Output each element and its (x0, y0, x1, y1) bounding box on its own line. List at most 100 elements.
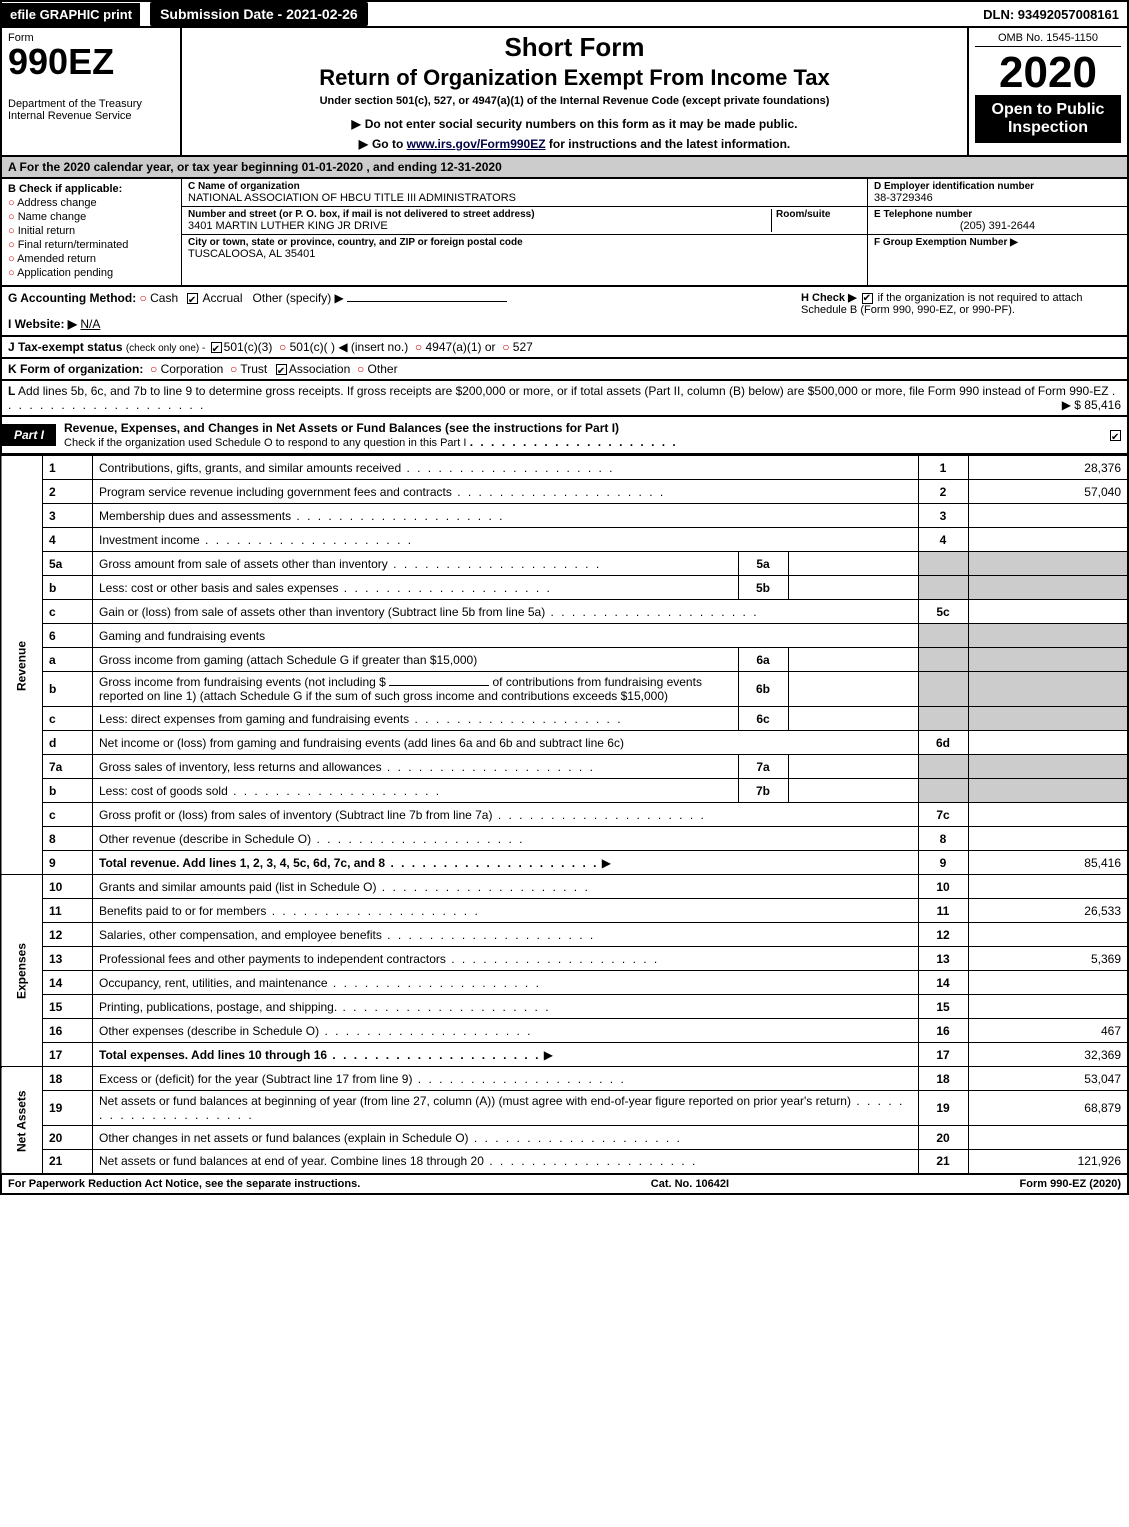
l5b-subval (788, 576, 918, 600)
k-assoc-check[interactable] (276, 364, 287, 375)
l5a-subval (788, 552, 918, 576)
l20-amt (968, 1126, 1128, 1150)
g-other: Other (specify) ▶ (253, 291, 344, 305)
goto-post: for instructions and the latest informat… (546, 137, 791, 151)
l15-num: 15 (43, 995, 93, 1019)
l12-amt (968, 923, 1128, 947)
row-1: Revenue 1 Contributions, gifts, grants, … (1, 456, 1128, 480)
l7b-shade (918, 779, 968, 803)
ssn-warning: Do not enter social security numbers on … (188, 117, 961, 131)
l6c-amt-shade (968, 707, 1128, 731)
j-501c[interactable]: 501(c)( ) (279, 340, 335, 354)
short-form-title: Short Form (188, 32, 961, 63)
l4-num: 4 (43, 528, 93, 552)
irs-link[interactable]: www.irs.gov/Form990EZ (407, 137, 546, 151)
j-527[interactable]: 527 (502, 340, 533, 354)
g-accrual-check[interactable] (187, 293, 198, 304)
g-label: G Accounting Method: (8, 291, 136, 305)
row-7a: 7a Gross sales of inventory, less return… (1, 755, 1128, 779)
row-h: H Check ▶ if the organization is not req… (801, 291, 1121, 331)
section-bcd: B Check if applicable: Address change Na… (0, 179, 1129, 287)
c-street-label: Number and street (or P. O. box, if mail… (188, 209, 771, 220)
l13-desc: Professional fees and other payments to … (99, 952, 659, 966)
l17-amt: 32,369 (968, 1043, 1128, 1067)
l21-desc: Net assets or fund balances at end of ye… (99, 1154, 697, 1168)
l6-shade (918, 624, 968, 648)
g-cash[interactable]: Cash (140, 291, 179, 305)
l9-num: 9 (43, 851, 93, 875)
l13-rnum: 13 (918, 947, 968, 971)
l5b-shade (918, 576, 968, 600)
h-checkbox[interactable] (862, 293, 873, 304)
l1-amt: 28,376 (968, 456, 1128, 480)
chk-application-pending[interactable]: Application pending (8, 267, 175, 279)
k-corp[interactable]: Corporation (150, 362, 223, 376)
l6b-amt-shade (968, 672, 1128, 707)
row-5a: 5a Gross amount from sale of assets othe… (1, 552, 1128, 576)
l12-num: 12 (43, 923, 93, 947)
l7c-desc: Gross profit or (loss) from sales of inv… (99, 808, 706, 822)
chk-amended-return[interactable]: Amended return (8, 253, 175, 265)
row-20: 20 Other changes in net assets or fund b… (1, 1126, 1128, 1150)
l7b-amt-shade (968, 779, 1128, 803)
l8-desc: Other revenue (describe in Schedule O) (99, 832, 524, 846)
row-a-tax-year: A For the 2020 calendar year, or tax yea… (0, 157, 1129, 179)
j-4947[interactable]: 4947(a)(1) or (415, 340, 496, 354)
row-3: 3 Membership dues and assessments 3 (1, 504, 1128, 528)
l21-amt: 121,926 (968, 1150, 1128, 1174)
c-name-block: C Name of organization NATIONAL ASSOCIAT… (182, 179, 867, 207)
l6-num: 6 (43, 624, 93, 648)
part1-table: Revenue 1 Contributions, gifts, grants, … (0, 455, 1129, 1175)
l6c-shade (918, 707, 968, 731)
l7b-sub: 7b (738, 779, 788, 803)
org-street: 3401 MARTIN LUTHER KING JR DRIVE (188, 220, 771, 232)
row-4: 4 Investment income 4 (1, 528, 1128, 552)
l5b-amt-shade (968, 576, 1128, 600)
l8-num: 8 (43, 827, 93, 851)
l4-rnum: 4 (918, 528, 968, 552)
top-bar: efile GRAPHIC print Submission Date - 20… (0, 0, 1129, 28)
l6a-sub: 6a (738, 648, 788, 672)
chk-name-change[interactable]: Name change (8, 211, 175, 223)
chk-address-change[interactable]: Address change (8, 197, 175, 209)
l6b-desc1: Gross income from fundraising events (no… (99, 675, 386, 689)
l14-amt (968, 971, 1128, 995)
l3-desc: Membership dues and assessments (99, 509, 504, 523)
row-k: K Form of organization: Corporation Trus… (0, 359, 1129, 381)
part1-schedule-o-check[interactable] (1110, 430, 1121, 441)
l9-amt: 85,416 (968, 851, 1128, 875)
l-amount: ▶ $ 85,416 (1062, 398, 1121, 412)
l3-amt (968, 504, 1128, 528)
j-501c3-check[interactable] (211, 342, 222, 353)
arrow-icon (351, 117, 364, 131)
h-label: H Check ▶ (801, 292, 857, 304)
ein-value: 38-3729346 (874, 192, 1121, 204)
l14-num: 14 (43, 971, 93, 995)
l13-num: 13 (43, 947, 93, 971)
chk-initial-return[interactable]: Initial return (8, 225, 175, 237)
tax-year-large: 2020 (975, 51, 1121, 95)
row-7c: c Gross profit or (loss) from sales of i… (1, 803, 1128, 827)
chk-final-return[interactable]: Final return/terminated (8, 239, 175, 251)
k-trust[interactable]: Trust (230, 362, 267, 376)
g-accrual: Accrual (203, 291, 243, 305)
header-right: OMB No. 1545-1150 2020 Open to Public In… (967, 28, 1127, 155)
vlabel-expenses: Expenses (1, 875, 43, 1067)
l5a-sub: 5a (738, 552, 788, 576)
l19-rnum: 19 (918, 1091, 968, 1126)
row-6a: a Gross income from gaming (attach Sched… (1, 648, 1128, 672)
efile-print-label[interactable]: efile GRAPHIC print (2, 3, 140, 26)
l18-desc: Excess or (deficit) for the year (Subtra… (99, 1072, 626, 1086)
l7a-amt-shade (968, 755, 1128, 779)
org-name: NATIONAL ASSOCIATION OF HBCU TITLE III A… (188, 192, 861, 204)
l18-rnum: 18 (918, 1067, 968, 1091)
l7c-amt (968, 803, 1128, 827)
org-city: TUSCALOOSA, AL 35401 (188, 248, 861, 260)
row-11: 11 Benefits paid to or for members 11 26… (1, 899, 1128, 923)
k-other[interactable]: Other (357, 362, 398, 376)
l21-num: 21 (43, 1150, 93, 1174)
l7b-subval (788, 779, 918, 803)
l6a-subval (788, 648, 918, 672)
row-g: G Accounting Method: Cash Accrual Other … (8, 291, 801, 331)
l5c-desc: Gain or (loss) from sale of assets other… (99, 605, 759, 619)
